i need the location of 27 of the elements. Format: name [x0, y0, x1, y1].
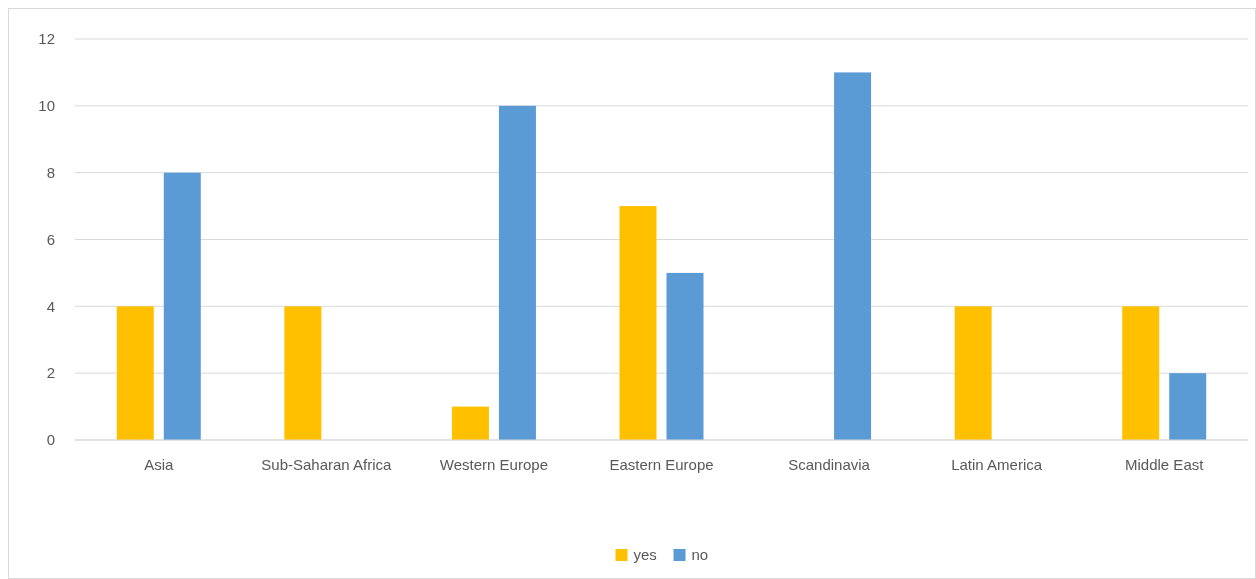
bar — [954, 306, 992, 440]
y-tick-label: 8 — [46, 163, 55, 181]
y-tick-label: 0 — [46, 431, 55, 449]
y-tick-label: 2 — [46, 364, 55, 382]
x-tick-label: Sub-Saharan Africa — [261, 456, 393, 473]
x-tick-label: Middle East — [1125, 456, 1205, 473]
y-tick-label: 4 — [46, 297, 55, 315]
y-tick-label: 12 — [38, 30, 55, 48]
bar — [1122, 306, 1160, 440]
bar — [163, 172, 201, 440]
x-tick-label: Eastern Europe — [609, 456, 714, 473]
bar — [498, 105, 536, 440]
y-tick-label: 10 — [38, 97, 55, 115]
bar — [666, 272, 704, 440]
bar — [619, 206, 657, 440]
bar — [834, 72, 872, 440]
legend-label: no — [691, 546, 709, 564]
bar — [1169, 373, 1207, 440]
bar — [451, 406, 489, 440]
y-tick-label: 6 — [46, 230, 55, 248]
x-tick-label: Latin America — [951, 456, 1043, 473]
x-tick-label: Scandinavia — [788, 456, 871, 473]
x-tick-label: Western Europe — [439, 456, 548, 473]
legend-label: yes — [633, 546, 657, 564]
x-tick-label: Asia — [144, 456, 175, 473]
bar — [116, 306, 154, 440]
bar — [284, 306, 322, 440]
